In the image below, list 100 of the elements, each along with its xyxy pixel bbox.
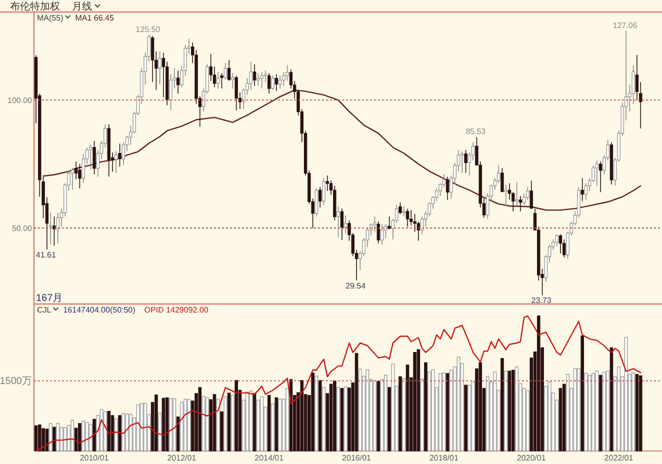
bar <box>566 374 570 452</box>
bar <box>158 412 162 452</box>
bar <box>424 362 428 452</box>
bar <box>180 402 184 452</box>
bar <box>398 376 402 452</box>
bar <box>271 403 274 452</box>
bar <box>635 374 639 452</box>
annotation: 16147404.00(50:50) <box>63 306 136 314</box>
bar <box>45 428 49 452</box>
y-tick-label: 1500万 <box>0 376 32 388</box>
bar <box>428 372 432 452</box>
bar <box>598 374 602 452</box>
bar <box>129 414 132 452</box>
bar <box>456 356 460 452</box>
bar <box>384 374 388 452</box>
bar <box>526 390 530 452</box>
bar <box>536 316 540 452</box>
bar <box>322 387 326 452</box>
annotation: 125.50 <box>136 24 161 34</box>
chart-subtitle: 月线 <box>72 0 92 12</box>
x-tick-label: 2012/01 <box>167 454 197 462</box>
bar <box>580 336 584 452</box>
bar <box>493 372 497 452</box>
bar <box>376 381 380 452</box>
bar <box>515 366 518 452</box>
annotation: 85.53 <box>466 127 486 136</box>
text: OPID 1429092.00 <box>144 306 209 314</box>
bar <box>431 369 435 452</box>
bar <box>122 413 126 452</box>
bar <box>70 420 74 452</box>
bar <box>606 370 610 452</box>
chart-title: 布伦特加权 <box>10 0 60 12</box>
annotation: 127.06 <box>612 20 638 30</box>
bar <box>632 372 635 452</box>
bar <box>104 411 107 452</box>
bar <box>388 387 391 452</box>
bar <box>340 388 344 452</box>
bar <box>617 366 620 452</box>
bar <box>227 392 231 452</box>
bar <box>511 370 515 452</box>
bar <box>107 410 110 452</box>
bar <box>63 427 67 452</box>
bar <box>267 395 271 452</box>
annotation: 41.61 <box>36 250 56 260</box>
bar <box>548 381 552 452</box>
bar <box>450 370 453 452</box>
bar <box>468 384 472 452</box>
bar <box>329 384 333 452</box>
bar <box>311 372 314 452</box>
bar <box>154 394 158 452</box>
legend-title: MA(55) <box>37 14 64 22</box>
bar <box>144 402 147 452</box>
x-tick-label: 2020/01 <box>516 454 546 462</box>
bar <box>260 396 264 452</box>
bar <box>595 370 599 452</box>
annotation: 29.54 <box>346 281 366 290</box>
bar <box>256 400 260 452</box>
bar <box>184 398 187 452</box>
bar <box>206 397 209 452</box>
bar <box>442 372 446 452</box>
bar <box>416 349 420 452</box>
text: MA1 66.45 <box>75 14 114 22</box>
bar <box>224 396 228 452</box>
bar <box>274 397 278 452</box>
bar <box>500 358 504 452</box>
bar <box>169 398 172 452</box>
bar <box>52 426 56 452</box>
bar <box>78 423 82 452</box>
bar <box>333 380 336 452</box>
bar <box>638 375 642 452</box>
x-tick-label: 2016/01 <box>342 454 372 462</box>
x-tick-label: 2014/01 <box>254 454 284 462</box>
bar <box>42 428 45 452</box>
bar <box>88 424 92 452</box>
annotation: 23.73 <box>531 296 552 306</box>
bar <box>246 392 249 452</box>
bar <box>478 362 482 452</box>
legend-title: CJL <box>37 306 52 314</box>
bar <box>354 352 358 452</box>
bar <box>471 381 475 452</box>
bar <box>92 418 96 452</box>
bar <box>558 388 562 452</box>
bar <box>446 373 450 452</box>
bar <box>573 368 577 452</box>
bar <box>314 376 318 452</box>
bar <box>344 386 348 452</box>
bar <box>38 424 42 452</box>
bar <box>406 364 410 452</box>
annotation: 167月 <box>36 293 63 304</box>
bar <box>464 384 468 452</box>
bar <box>140 402 144 452</box>
bar <box>366 369 370 452</box>
x-tick-label: 2010/01 <box>80 454 110 462</box>
bar <box>592 373 595 452</box>
bar <box>577 368 580 452</box>
bar <box>544 386 548 452</box>
bar <box>413 352 416 452</box>
bar <box>508 370 512 452</box>
bar <box>231 395 234 452</box>
bar <box>358 368 362 452</box>
